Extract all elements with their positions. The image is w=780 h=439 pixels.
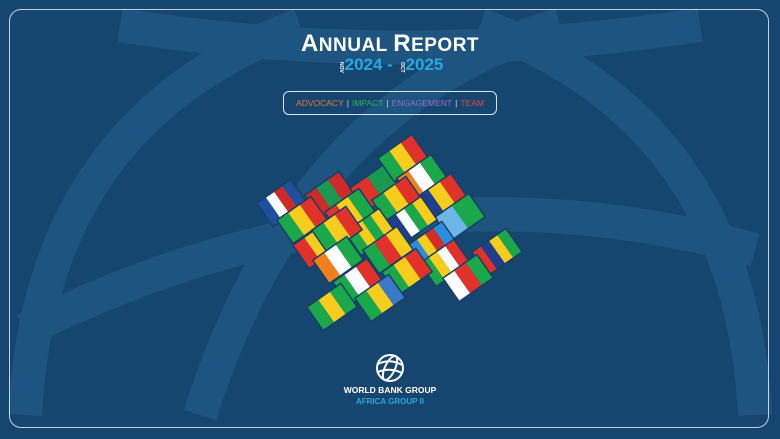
nav-separator: | (346, 98, 349, 108)
nav-separator: | (386, 98, 389, 108)
nav-link-advocacy[interactable]: ADVOCACY (296, 98, 344, 108)
report-period: NOV2024 - OCT2025 (0, 55, 780, 75)
org-group: AFRICA GROUP II (355, 397, 424, 406)
period-dash: - (382, 55, 398, 74)
title-cap: R (393, 30, 412, 57)
org-name: WORLD BANK GROUP (343, 385, 437, 395)
section-nav: ADVOCACY | IMPACT | ENGAGEMENT | TEAM (283, 91, 497, 115)
nav-link-engagement[interactable]: ENGAGEMENT (391, 98, 453, 108)
nav-link-team[interactable]: TEAM (460, 98, 484, 108)
end-year: 2025 (405, 55, 444, 74)
title-text: NNUAL (318, 35, 388, 56)
end-month: OCT (398, 61, 405, 73)
title-text: EPORT (411, 35, 480, 56)
nav-separator: | (455, 98, 458, 108)
page-title: ANNUAL REPORT (0, 30, 780, 58)
page-frame (9, 9, 769, 428)
title-cap: A (300, 30, 319, 57)
nav-link-impact[interactable]: IMPACT (351, 98, 384, 108)
start-year: 2024 (344, 55, 383, 74)
start-month: NOV (337, 61, 344, 73)
world-bank-globe-icon (376, 354, 404, 382)
